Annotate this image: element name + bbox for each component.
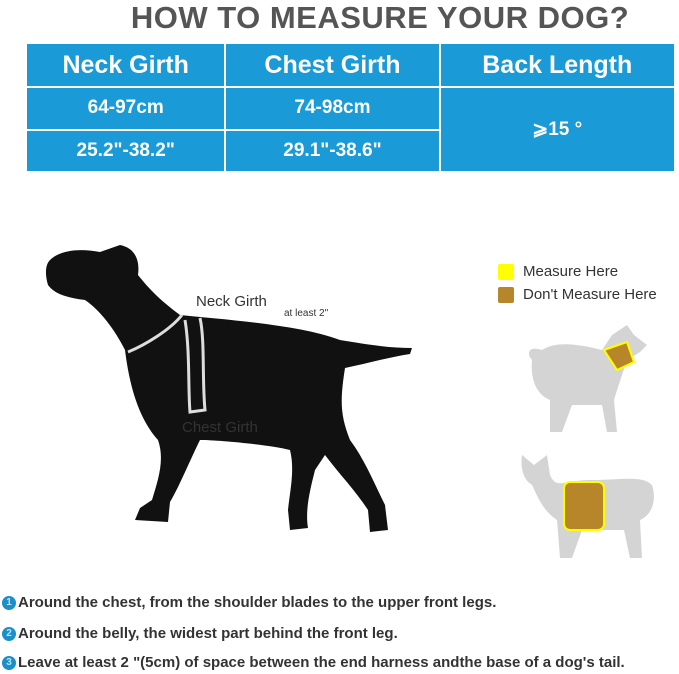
step-text: Leave at least 2 "(5cm) of space between… — [18, 654, 625, 671]
dog-silhouette — [45, 245, 412, 532]
header-neck-girth: Neck Girth — [24, 42, 227, 88]
legend-measure-here: Measure Here — [498, 263, 618, 280]
header-chest-girth: Chest Girth — [224, 42, 441, 88]
table-row: 64-97cm 74-98cm ⩾15 ° — [24, 86, 677, 173]
step-number-icon: 2 — [2, 626, 16, 641]
chest-girth-label: Chest Girth — [182, 419, 258, 436]
step-3: 3 Leave at least 2 "(5cm) of space betwe… — [2, 654, 625, 671]
neck-inch: 25.2"-38.2" — [24, 128, 227, 173]
chest-inch: 29.1"-38.6" — [224, 128, 441, 173]
chest-cm: 74-98cm — [224, 86, 441, 131]
chest-strap — [183, 317, 207, 414]
ghost-dog-front — [521, 455, 654, 558]
legend-dont-measure: Don't Measure Here — [498, 286, 657, 303]
table-row: 25.2"-38.2" 29.1"-38.6" — [24, 128, 675, 173]
size-table: Neck Girth Chest Girth Back Length 64-97… — [24, 42, 677, 173]
step-1: 1 Around the chest, from the shoulder bl… — [2, 594, 496, 611]
neck-girth-label: Neck Girth — [196, 293, 267, 310]
table-header-row: Neck Girth Chest Girth Back Length — [24, 42, 677, 88]
yellow-swatch — [498, 263, 514, 280]
neck-strap — [127, 314, 184, 354]
brown-swatch — [498, 286, 514, 303]
gap-label: at least 2" — [284, 308, 329, 319]
step-text: Around the belly, the widest part behind… — [18, 625, 398, 642]
step-text: Around the chest, from the shoulder blad… — [18, 594, 497, 611]
page-title: HOW TO MEASURE YOUR DOG? — [130, 0, 630, 35]
neck-cm: 64-97cm — [24, 86, 227, 131]
back-length-value: ⩾15 ° — [438, 86, 677, 173]
legend-label: Measure Here — [523, 263, 619, 280]
header-back-length: Back Length — [438, 42, 677, 88]
belly-band — [563, 481, 605, 531]
ghost-dog-side — [529, 325, 647, 432]
step-2: 2 Around the belly, the widest part behi… — [2, 625, 398, 642]
legend-label: Don't Measure Here — [523, 286, 657, 303]
step-number-icon: 1 — [2, 595, 16, 610]
step-number-icon: 3 — [2, 655, 16, 670]
neck-band — [602, 340, 636, 372]
